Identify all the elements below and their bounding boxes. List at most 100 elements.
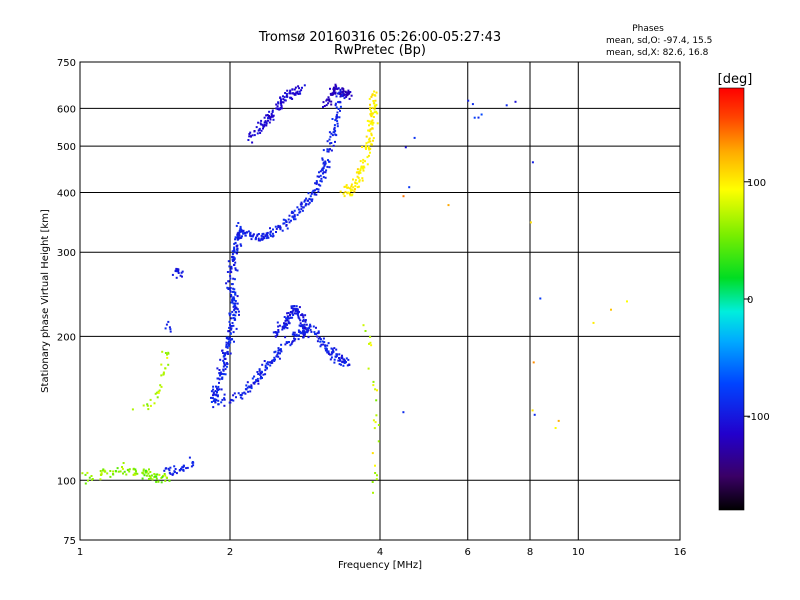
- data-point: [335, 87, 338, 90]
- data-point: [369, 151, 371, 154]
- data-point: [284, 99, 287, 102]
- data-point: [243, 391, 246, 394]
- data-point: [226, 346, 228, 348]
- data-point: [356, 168, 359, 171]
- data-point: [224, 368, 227, 371]
- data-point: [277, 347, 280, 350]
- data-point: [174, 270, 177, 273]
- data-point: [311, 198, 314, 201]
- data-point: [299, 322, 302, 325]
- data-point: [372, 102, 375, 105]
- data-point: [141, 471, 144, 474]
- data-point: [370, 134, 373, 137]
- data-point: [337, 101, 340, 104]
- data-point: [262, 237, 265, 239]
- data-point: [299, 332, 302, 334]
- data-point: [364, 146, 367, 149]
- data-point: [259, 239, 261, 242]
- data-point: [299, 92, 302, 95]
- data-point: [303, 200, 306, 203]
- data-point: [235, 327, 238, 330]
- data-point: [291, 340, 294, 343]
- data-point: [283, 327, 286, 330]
- data-point: [344, 90, 347, 93]
- data-point: [136, 472, 139, 475]
- data-point: [329, 142, 331, 145]
- data-point: [335, 117, 338, 120]
- data-point: [325, 169, 328, 172]
- data-point: [257, 129, 260, 132]
- data-point: [272, 331, 275, 334]
- data-point: [304, 314, 307, 317]
- data-point: [356, 175, 359, 178]
- data-point: [291, 88, 294, 91]
- data-point: [333, 91, 336, 94]
- data-point: [309, 328, 312, 331]
- data-point: [280, 343, 283, 346]
- data-point: [376, 122, 379, 125]
- data-point: [236, 247, 239, 250]
- data-point: [302, 329, 305, 332]
- data-point: [286, 319, 289, 322]
- data-point: [308, 197, 311, 200]
- data-point: [235, 245, 238, 248]
- data-point: [348, 187, 351, 190]
- data-point: [304, 320, 307, 322]
- data-point: [117, 470, 120, 473]
- phase-colorbar: [deg] 100 0 -100: [718, 72, 770, 511]
- data-point: [307, 336, 310, 339]
- data-point: [166, 356, 169, 359]
- data-point: [236, 295, 239, 298]
- data-point: [258, 373, 261, 376]
- data-point: [215, 399, 218, 402]
- data-point: [272, 118, 275, 121]
- data-point: [303, 332, 306, 335]
- data-point: [364, 160, 366, 163]
- data-point: [260, 129, 263, 132]
- data-point: [335, 114, 338, 116]
- data-point: [269, 118, 272, 121]
- data-point: [308, 201, 311, 204]
- data-point: [223, 404, 226, 407]
- chart-title: Tromsø 20160316 05:26:00-05:27:43: [258, 30, 501, 45]
- data-point: [354, 185, 357, 188]
- data-point: [326, 98, 329, 101]
- data-point: [228, 326, 231, 329]
- data-point: [212, 406, 215, 409]
- data-point: [145, 471, 148, 474]
- data-point: [333, 86, 335, 89]
- data-point: [162, 373, 165, 376]
- data-point: [253, 130, 256, 132]
- data-point: [278, 357, 281, 360]
- data-point: [287, 341, 290, 343]
- data-point: [233, 309, 236, 312]
- data-point: [467, 99, 470, 102]
- data-point: [349, 194, 352, 197]
- data-point: [249, 135, 252, 138]
- data-point: [298, 324, 301, 327]
- y-tick-label: 400: [57, 188, 76, 199]
- data-point: [165, 476, 168, 479]
- data-point: [293, 214, 296, 217]
- data-point: [230, 267, 233, 270]
- data-point: [303, 323, 306, 326]
- data-point: [293, 312, 296, 315]
- data-point: [262, 373, 265, 376]
- data-point: [229, 290, 232, 293]
- data-point: [370, 132, 373, 135]
- data-point: [290, 219, 292, 222]
- data-point: [232, 287, 235, 290]
- data-point: [149, 398, 152, 401]
- data-point: [372, 121, 375, 124]
- data-point: [293, 331, 296, 334]
- data-point: [302, 327, 304, 329]
- data-point: [269, 227, 271, 230]
- data-point: [175, 267, 178, 270]
- data-point: [291, 316, 294, 319]
- data-point: [233, 318, 236, 321]
- data-point: [310, 200, 313, 203]
- data-point: [368, 137, 371, 140]
- data-point: [505, 104, 508, 107]
- data-point: [223, 373, 226, 376]
